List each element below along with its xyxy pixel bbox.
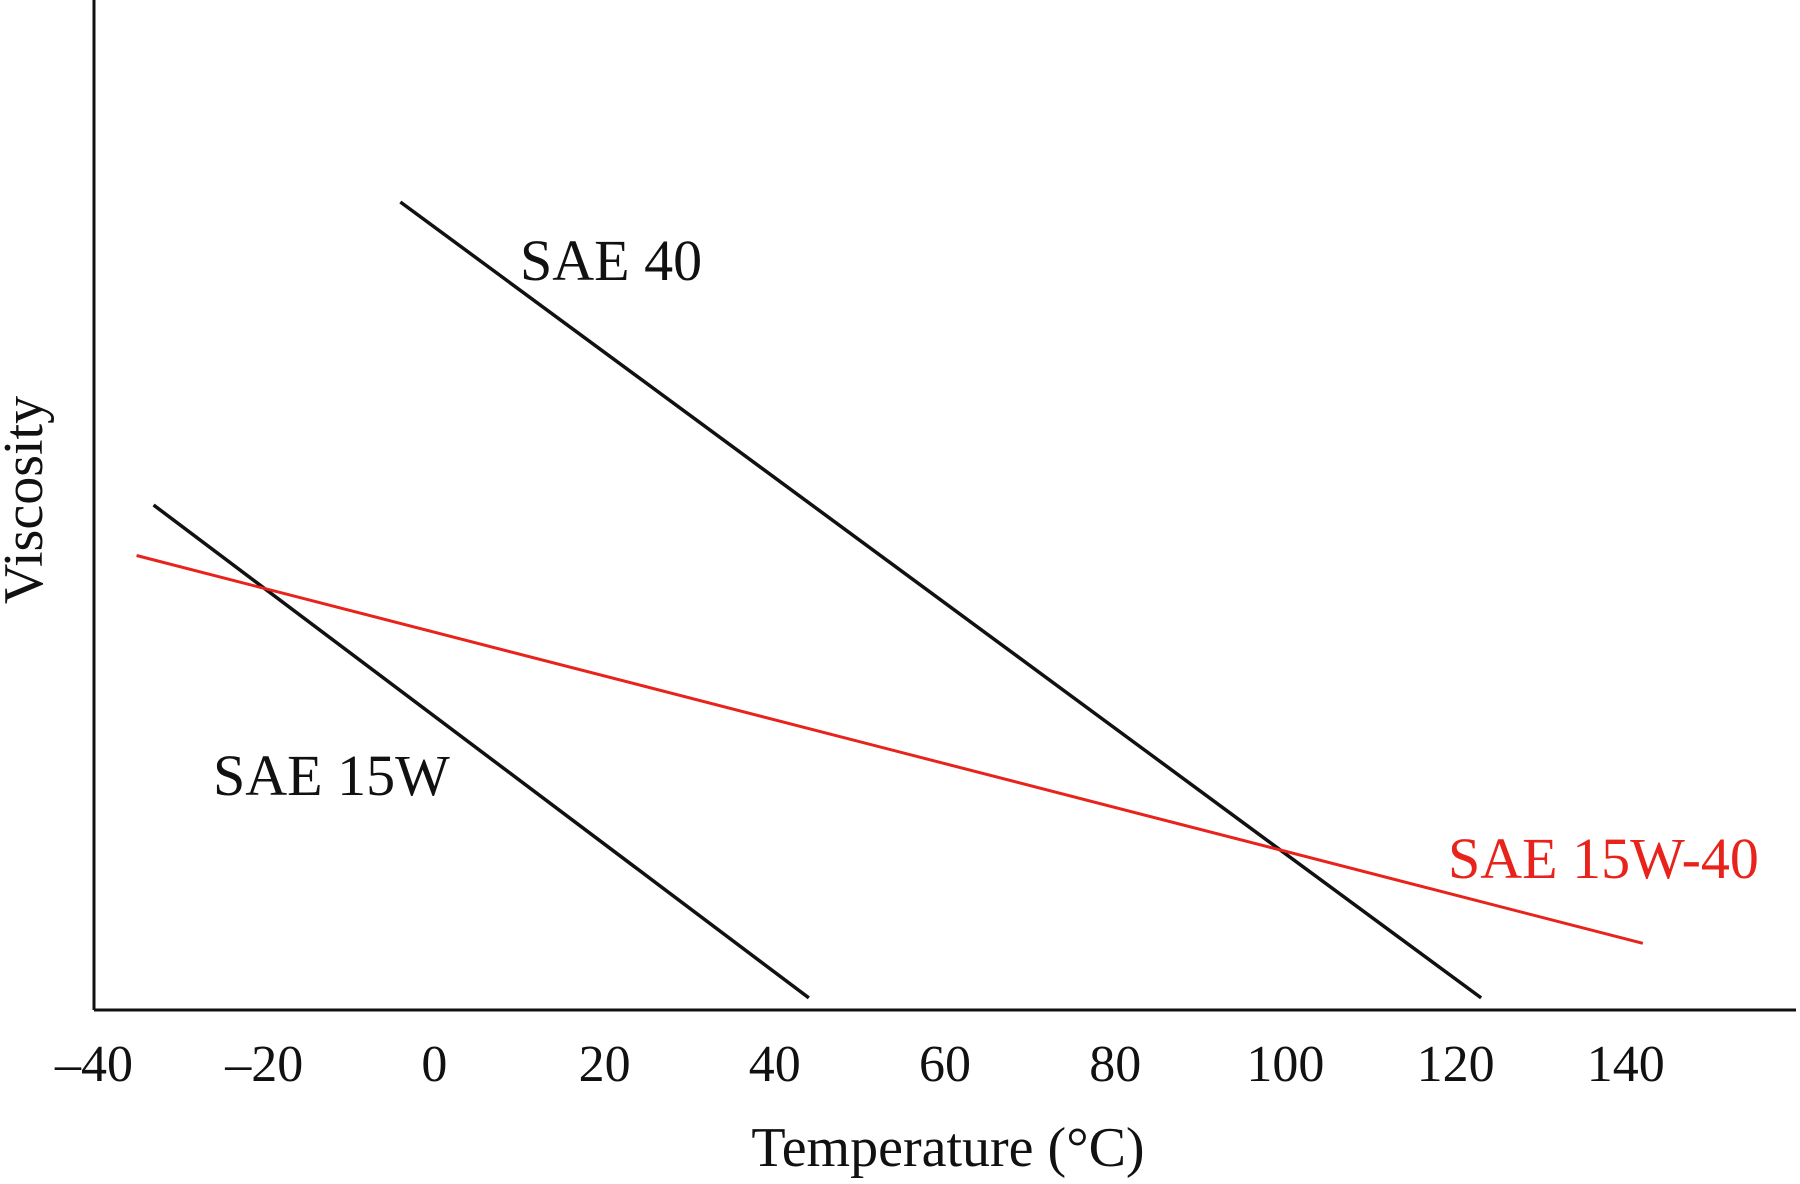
x-tick-label: 0 — [421, 1036, 447, 1093]
x-tick-labels: –40 –20 0 20 40 60 80 100 120 140 — [54, 1036, 1665, 1093]
x-axis-title: Temperature (°C) — [751, 1117, 1144, 1179]
x-tick-label: 60 — [919, 1036, 971, 1093]
axes — [92, 0, 1796, 1012]
series-label-sae-15w-40: SAE 15W-40 — [1448, 826, 1759, 891]
x-tick-label: 140 — [1587, 1036, 1665, 1093]
y-axis-title: Viscosity — [0, 396, 55, 604]
x-tick-label: 120 — [1417, 1036, 1495, 1093]
x-tick-label: –40 — [54, 1036, 133, 1093]
x-tick-label: –20 — [224, 1036, 303, 1093]
series-label-sae-40: SAE 40 — [520, 228, 702, 293]
x-tick-label: 20 — [579, 1036, 631, 1093]
x-tick-label: 40 — [749, 1036, 801, 1093]
x-tick-label: 100 — [1246, 1036, 1324, 1093]
series-line-sae-15w-40 — [136, 554, 1644, 945]
series-labels: SAE 40 SAE 15W SAE 15W-40 — [213, 228, 1759, 891]
x-tick-label: 80 — [1089, 1036, 1141, 1093]
series-lines — [136, 200, 1644, 1000]
series-line-sae-40 — [399, 200, 1483, 1000]
series-label-sae-15w: SAE 15W — [213, 743, 450, 808]
